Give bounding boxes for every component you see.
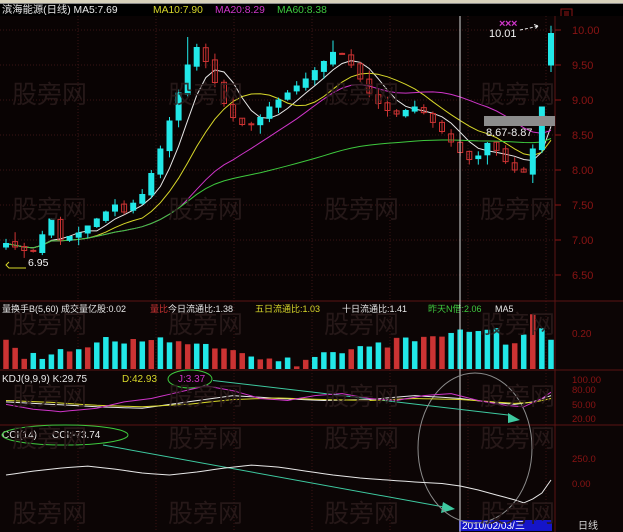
svg-text:8.50: 8.50 xyxy=(572,130,593,142)
svg-text:滨海能源(日线) MA5:7.69: 滨海能源(日线) MA5:7.69 xyxy=(2,3,118,16)
svg-text:0.20: 0.20 xyxy=(572,329,592,340)
svg-text:6.95: 6.95 xyxy=(28,257,49,269)
svg-text:6.50: 6.50 xyxy=(572,270,593,282)
svg-text:股旁网: 股旁网 xyxy=(324,311,399,339)
svg-text:股旁网: 股旁网 xyxy=(12,500,87,528)
svg-text:股旁网: 股旁网 xyxy=(12,425,87,453)
svg-text:50.00: 50.00 xyxy=(572,400,596,411)
svg-text:日线: 日线 xyxy=(578,519,598,532)
svg-text:MA60:8.38: MA60:8.38 xyxy=(277,5,327,16)
svg-text:10.01: 10.01 xyxy=(489,28,517,40)
svg-text:股旁网: 股旁网 xyxy=(168,425,243,453)
svg-text:股旁网: 股旁网 xyxy=(480,383,555,411)
svg-text:股旁网: 股旁网 xyxy=(480,81,555,109)
svg-text:20.00: 20.00 xyxy=(572,414,596,425)
svg-text:股旁网: 股旁网 xyxy=(168,500,243,528)
svg-text:股旁网: 股旁网 xyxy=(324,81,399,109)
svg-text:股旁网: 股旁网 xyxy=(168,383,243,411)
svg-text:8.00: 8.00 xyxy=(572,165,593,177)
svg-text:250.0: 250.0 xyxy=(572,454,596,465)
svg-text:股旁网: 股旁网 xyxy=(324,500,399,528)
svg-text:股旁网: 股旁网 xyxy=(168,311,243,339)
svg-text:股旁网: 股旁网 xyxy=(12,196,87,224)
svg-text:MA20:8.29: MA20:8.29 xyxy=(215,5,265,16)
svg-text:8.67-8.87: 8.67-8.87 xyxy=(486,127,532,139)
svg-text:股旁网: 股旁网 xyxy=(480,500,555,528)
svg-text:7.50: 7.50 xyxy=(572,200,593,212)
svg-text:股旁网: 股旁网 xyxy=(12,81,87,109)
svg-text:股旁网: 股旁网 xyxy=(480,425,555,453)
svg-text:五日流通比:1.03: 五日流通比:1.03 xyxy=(255,303,320,314)
svg-text:0.00: 0.00 xyxy=(572,479,591,490)
svg-text:9.00: 9.00 xyxy=(572,95,593,107)
svg-text:80.00: 80.00 xyxy=(572,385,596,396)
svg-text:MA10:7.90: MA10:7.90 xyxy=(153,5,203,16)
svg-text:D:42.93: D:42.93 xyxy=(122,374,157,385)
svg-text:股旁网: 股旁网 xyxy=(168,81,243,109)
svg-text:昨天N借:2.06: 昨天N借:2.06 xyxy=(428,303,482,314)
svg-text:10.00: 10.00 xyxy=(572,25,600,37)
svg-text:7.00: 7.00 xyxy=(572,235,593,247)
svg-text:股旁网: 股旁网 xyxy=(480,311,555,339)
svg-text:股旁网: 股旁网 xyxy=(324,383,399,411)
svg-text:股旁网: 股旁网 xyxy=(480,196,555,224)
svg-text:股旁网: 股旁网 xyxy=(168,196,243,224)
svg-text:股旁网: 股旁网 xyxy=(324,425,399,453)
svg-text:股旁网: 股旁网 xyxy=(12,311,87,339)
svg-text:9.50: 9.50 xyxy=(572,60,593,72)
svg-text:股旁网: 股旁网 xyxy=(324,196,399,224)
svg-text:股旁网: 股旁网 xyxy=(12,383,87,411)
